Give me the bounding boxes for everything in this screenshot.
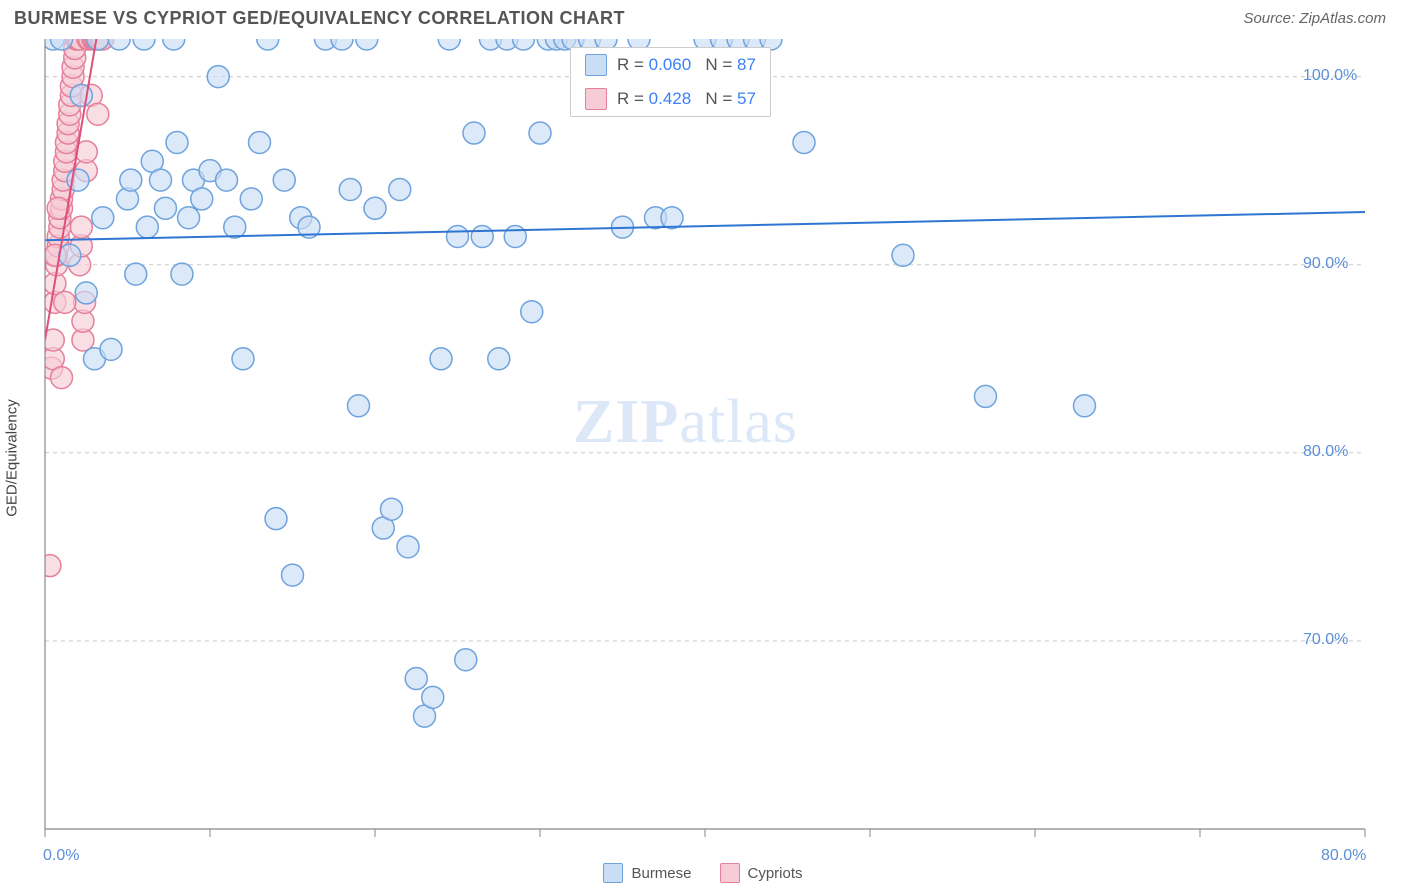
stat-row: R = 0.428 N = 57	[571, 82, 770, 116]
legend-item-cypriots: Cypriots	[720, 863, 803, 883]
y-tick-label: 80.0%	[1303, 443, 1348, 461]
legend-swatch-burmese	[603, 863, 623, 883]
legend-item-burmese: Burmese	[603, 863, 691, 883]
y-axis-label: GED/Equivalency	[4, 399, 21, 517]
x-tick-label: 0.0%	[43, 847, 79, 865]
correlation-stats-box: R = 0.060 N = 87R = 0.428 N = 57	[570, 47, 771, 117]
y-tick-label: 90.0%	[1303, 255, 1348, 273]
chart-header: BURMESE VS CYPRIOT GED/EQUIVALENCY CORRE…	[0, 0, 1406, 33]
bottom-legend: Burmese Cypriots	[0, 863, 1406, 883]
y-tick-label: 70.0%	[1303, 631, 1348, 649]
chart-area: GED/Equivalency ZIPatlas R = 0.060 N = 8…	[0, 33, 1406, 883]
chart-title: BURMESE VS CYPRIOT GED/EQUIVALENCY CORRE…	[14, 8, 625, 29]
stat-row: R = 0.060 N = 87	[571, 48, 770, 82]
chart-source: Source: ZipAtlas.com	[1243, 10, 1386, 27]
legend-label-burmese: Burmese	[631, 865, 691, 882]
x-tick-label: 80.0%	[1321, 847, 1366, 865]
legend-swatch-cypriots	[720, 863, 740, 883]
y-tick-label: 100.0%	[1303, 67, 1357, 85]
legend-label-cypriots: Cypriots	[748, 865, 803, 882]
scatter-plot-svg	[0, 33, 1405, 869]
